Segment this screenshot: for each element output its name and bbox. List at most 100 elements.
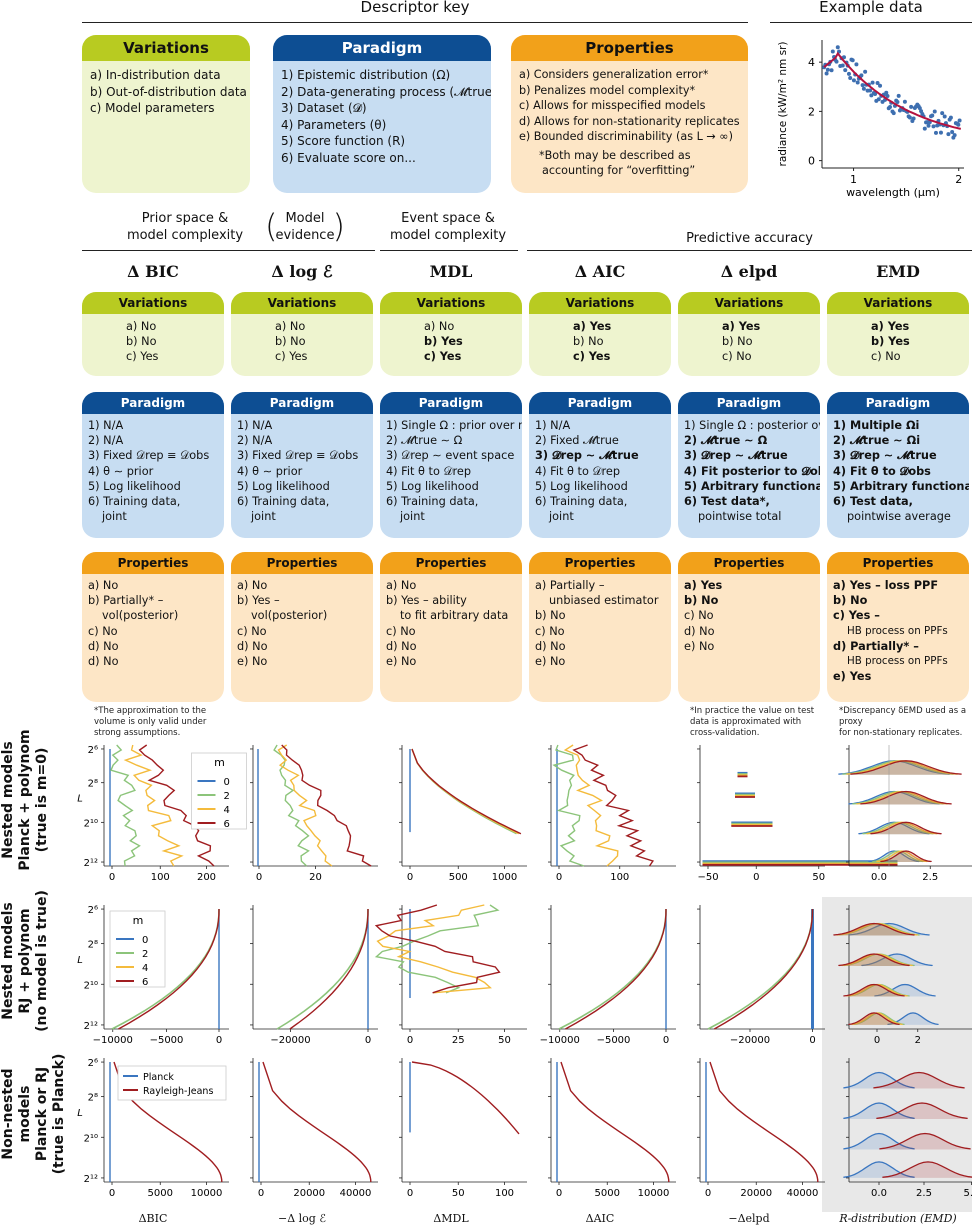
variations-line: a) No — [424, 320, 455, 333]
x-tick: 0 — [556, 1188, 562, 1199]
x-tick: 40000 — [787, 1188, 819, 1199]
variations-body: a) No b) No c) Yes — [82, 314, 224, 369]
x-tick: 0 — [809, 1035, 815, 1046]
properties-header: Properties — [380, 552, 522, 574]
y-tick: 2¹⁰ — [84, 818, 98, 829]
x-tick: 100 — [151, 872, 170, 883]
x-tick: 0 — [365, 1035, 371, 1046]
result-panel: −10000 −5000 0 — [540, 905, 676, 1046]
result-panel: −20000 0 — [697, 905, 825, 1046]
group-event-space: Event space & model complexity — [389, 211, 507, 243]
paradigm-header: Paradigm — [827, 392, 969, 414]
key-properties-footnote: *Both may be described as accounting for… — [539, 148, 696, 178]
density-ridge — [873, 1071, 965, 1089]
properties-line: b) Partially* – — [88, 594, 164, 608]
key-properties-card: Properties a) Considers generalization e… — [511, 35, 748, 193]
variations-line: c) Yes — [573, 350, 611, 364]
metric-title: Δ AIC — [574, 262, 626, 281]
example-data-point — [896, 93, 901, 98]
example-xtick: 2 — [955, 173, 962, 186]
x-tick: 0 — [256, 872, 262, 883]
density-ridge — [880, 850, 932, 863]
properties-body: a) Partially – unbiased estimator b) No c)… — [529, 574, 671, 673]
variations-card: Variations a) No b) Yes c) Yes — [380, 292, 522, 376]
example-data-point — [830, 49, 835, 54]
properties-line: d) No — [88, 655, 119, 669]
density-ridge — [838, 953, 910, 967]
result-panel: 0 20000 40000 — [697, 1058, 825, 1199]
legend-entry: 6 — [142, 977, 148, 988]
variations-header: Variations — [529, 292, 671, 314]
example-data-point — [851, 78, 856, 83]
example-data-point — [891, 111, 896, 116]
paradigm-line: 1) Multiple Ωi — [833, 419, 920, 432]
variations-line: b) No — [275, 335, 306, 349]
x-tick: 2 — [915, 1035, 921, 1046]
example-data-point — [840, 63, 845, 68]
result-panel: 2⁶ 2⁸ 2¹⁰ 2¹² L −10000 −5000 0 m 0 2 4 6 — [77, 905, 229, 1046]
column-xlabel: ΔMDL — [433, 1212, 469, 1225]
properties-line: a) No — [386, 579, 417, 592]
x-tick: 0 — [109, 872, 115, 883]
x-tick: 0 — [705, 1188, 711, 1199]
properties-card: Properties a) No b) Yes – vol(posterior) c)… — [231, 552, 373, 702]
paradigm-line: 4) θ ∼ prior — [88, 464, 154, 478]
example-data-point — [859, 73, 864, 78]
variations-line: b) No — [126, 335, 157, 349]
properties-line: c) No — [237, 624, 267, 638]
legend-m: m 0 2 4 6 — [191, 752, 247, 830]
variations-line: b) Yes — [424, 335, 463, 349]
paradigm-header: Paradigm — [380, 392, 522, 414]
legend-entry: 2 — [224, 791, 230, 802]
properties-line: to fit arbitrary data — [400, 609, 509, 623]
density-ridge — [843, 1102, 915, 1119]
properties-body: a) No b) Yes – ability to fit arbitrary d… — [380, 574, 522, 673]
example-ylabel: radiance (kW/m² nm sr) — [777, 42, 789, 167]
x-tick: 0 — [753, 872, 759, 883]
x-tick: 5000 — [595, 1188, 620, 1199]
variations-line: a) Yes — [722, 320, 761, 333]
x-tick: 40000 — [340, 1188, 372, 1199]
variations-body: a) No b) No c) Yes — [231, 314, 373, 369]
key-properties-header: Properties — [511, 35, 748, 61]
paradigm-line: 1) N/A — [237, 419, 273, 432]
density-ridge — [848, 922, 930, 936]
variations-line: c) No — [871, 350, 901, 364]
x-tick: −20000 — [270, 1035, 310, 1046]
properties-card: Properties a) No b) Yes – ability to fit a… — [380, 552, 522, 702]
example-data-point — [930, 113, 935, 118]
paradigm-body: 1) N/A 2) Fixed 𝓜true 3) 𝓓rep ∼ 𝓜true 4) Fi… — [529, 414, 671, 528]
example-data-point — [846, 71, 851, 76]
x-tick: −5000 — [597, 1035, 631, 1046]
result-panel: 0 20 — [250, 744, 378, 883]
variations-line: b) No — [722, 335, 753, 349]
legend-entry: 4 — [224, 805, 230, 816]
legend-entry: Rayleigh-Jeans — [143, 1086, 213, 1097]
properties-body: a) Yes b) No c) No d) No e) No — [678, 574, 820, 658]
x-tick: 0.0 — [871, 872, 887, 883]
example-data-point — [931, 124, 936, 129]
series-line — [123, 744, 184, 867]
properties-line: c) No — [88, 624, 118, 638]
row-label: Nested models Planck + polynom (true is m=… — [0, 728, 50, 871]
svg-text:m: m — [133, 914, 144, 927]
density-ridge — [843, 983, 905, 997]
series-line — [374, 904, 500, 994]
example-data-point — [861, 86, 866, 91]
x-tick: 0 — [874, 1035, 880, 1046]
density-ridge — [879, 1132, 971, 1150]
variations-body: a) Yes b) No c) No — [678, 314, 820, 369]
properties-line: vol(posterior) — [251, 609, 328, 623]
column-xlabel: ΔBIC — [138, 1212, 168, 1225]
key-var-line: a) In-distribution data — [90, 68, 221, 82]
paradigm-line: 2) Fixed 𝓜true — [535, 434, 619, 448]
paradigm-header: Paradigm — [678, 392, 820, 414]
y-tick: 2⁸ — [88, 779, 98, 790]
paradigm-line: 1) N/A — [535, 419, 571, 432]
result-panel: 0 20000 40000 — [250, 1058, 378, 1199]
properties-header: Properties — [678, 552, 820, 574]
x-tick: −50 — [697, 872, 718, 883]
paradigm-line: joint — [549, 510, 574, 524]
example-data-point — [884, 90, 889, 95]
legend-entry: 6 — [224, 819, 230, 830]
